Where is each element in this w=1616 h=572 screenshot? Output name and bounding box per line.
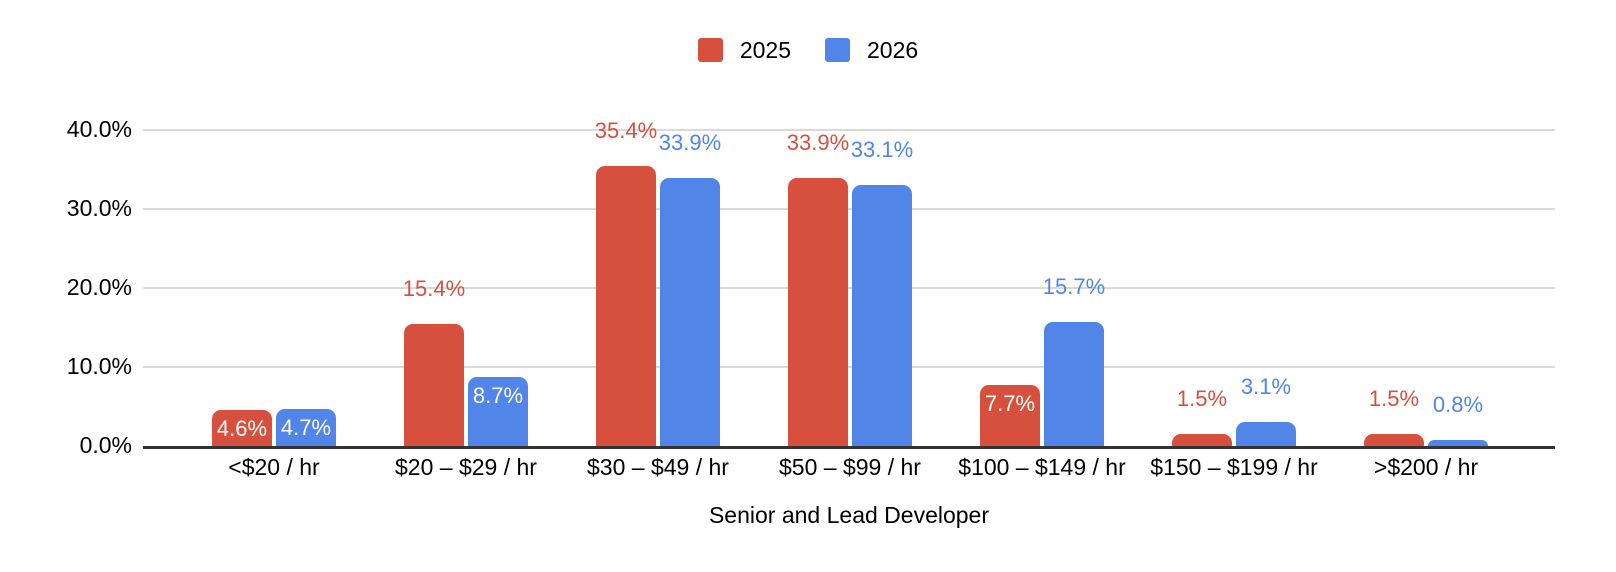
data-label-2026-2: 33.9%: [658, 130, 722, 156]
x-tick-label: $30 – $49 / hr: [587, 454, 729, 480]
data-label-2025-6: 1.5%: [1368, 386, 1420, 412]
y-tick-label: 20.0%: [66, 274, 132, 300]
data-label-2025-1: 15.4%: [402, 276, 466, 302]
data-label-2026-5: 3.1%: [1240, 373, 1292, 399]
y-tick-label: 40.0%: [66, 116, 132, 142]
bar-2025-6[interactable]: [1364, 434, 1424, 446]
y-tick-label: 10.0%: [66, 353, 132, 379]
y-tick-label: 0.0%: [79, 432, 132, 458]
data-label-2025-3: 33.9%: [786, 130, 850, 156]
data-label-2026-0: 4.7%: [280, 414, 332, 440]
bar-2025-2[interactable]: [596, 166, 656, 446]
legend-label: 2025: [739, 37, 791, 63]
data-label-2025-2: 35.4%: [594, 118, 658, 144]
data-label-2025-5: 1.5%: [1176, 386, 1228, 412]
gridline: [143, 208, 1555, 210]
bar-2025-5[interactable]: [1172, 434, 1232, 446]
chart-legend: 2025 2026: [0, 38, 1616, 62]
data-label-2025-4: 7.7%: [984, 391, 1036, 417]
x-tick-label: $100 – $149 / hr: [958, 454, 1126, 480]
x-axis-line: [143, 446, 1555, 449]
legend-color-swatch-icon: [697, 38, 723, 62]
data-label-2026-1: 8.7%: [472, 383, 524, 409]
gridline: [143, 287, 1555, 289]
bar-2025-1[interactable]: [404, 324, 464, 446]
bar-2025-0[interactable]: [212, 409, 272, 446]
gridline: [143, 129, 1555, 131]
bar-2026-6[interactable]: [1428, 439, 1488, 446]
data-label-2026-3: 33.1%: [850, 136, 914, 162]
bar-2026-0[interactable]: [276, 408, 336, 446]
bar-2026-3[interactable]: [852, 184, 912, 446]
x-axis-title: Senior and Lead Developer: [708, 502, 990, 528]
legend-item-2025[interactable]: 2025: [697, 37, 791, 63]
bar-2025-3[interactable]: [788, 178, 848, 446]
bar-2026-5[interactable]: [1236, 421, 1296, 446]
x-tick-label: $50 – $99 / hr: [779, 454, 921, 480]
x-tick-label: <$20 / hr: [228, 454, 320, 480]
y-tick-label: 30.0%: [66, 195, 132, 221]
data-label-2026-4: 15.7%: [1042, 273, 1106, 299]
legend-item-2026[interactable]: 2026: [825, 38, 918, 62]
x-tick-label: >$200 / hr: [1373, 454, 1479, 480]
bar-2026-1[interactable]: [468, 377, 528, 446]
x-tick-label: $20 – $29 / hr: [395, 454, 537, 480]
bar-2025-4[interactable]: [980, 385, 1040, 446]
gridline: [143, 366, 1555, 368]
data-label-2026-6: 0.8%: [1432, 391, 1484, 417]
legend-color-swatch-icon: [825, 38, 850, 62]
x-tick-label: $150 – $199 / hr: [1150, 454, 1318, 480]
bar-2026-2[interactable]: [660, 178, 720, 446]
data-label-2025-0: 4.6%: [216, 415, 268, 441]
bar-2026-4[interactable]: [1044, 321, 1104, 446]
legend-label: 2026: [867, 37, 919, 63]
